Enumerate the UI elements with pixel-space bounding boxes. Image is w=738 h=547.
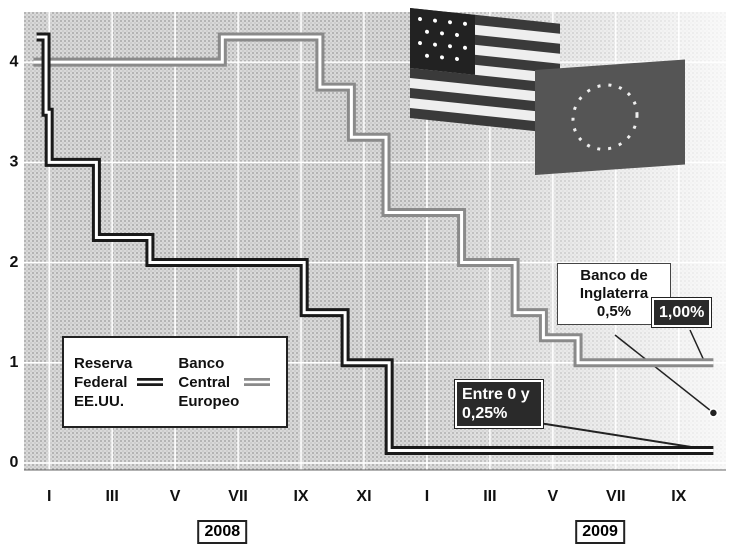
y-tick-label: 0	[10, 454, 19, 471]
y-tick-label: 4	[10, 53, 19, 70]
chart-page: 01234IIIIVVIIIXXIIIIIVVIIIX Reserva Fede…	[0, 0, 738, 547]
x-tick-label: VII	[228, 488, 248, 505]
year-label: 2008	[198, 520, 248, 544]
legend-label: Banco Central Europeo	[178, 354, 239, 411]
legend-item: Reserva Federal EE.UU.	[74, 344, 164, 420]
fed-final-label: Entre 0 y 0,25%	[455, 380, 543, 428]
x-tick-label: III	[105, 488, 118, 505]
legend: Reserva Federal EE.UU. Banco Central Euro…	[62, 336, 288, 428]
x-tick-label: III	[483, 488, 496, 505]
y-tick-label: 1	[10, 354, 19, 371]
y-tick-label: 2	[10, 254, 19, 271]
x-tick-label: XI	[356, 488, 371, 505]
boe-value-label: 0,5%	[564, 303, 664, 321]
x-tick-label: V	[548, 488, 559, 505]
x-tick-label: VII	[606, 488, 626, 505]
x-tick-label: V	[170, 488, 181, 505]
x-tick-label: I	[47, 488, 51, 505]
x-tick-label: IX	[293, 488, 308, 505]
legend-item: Banco Central Europeo	[178, 344, 271, 420]
legend-swatch	[243, 376, 271, 388]
point	[709, 409, 717, 417]
y-tick-label: 3	[10, 154, 19, 171]
boe-name: Banco de Inglaterra	[564, 267, 664, 303]
x-tick-label: I	[425, 488, 429, 505]
year-label: 2009	[575, 520, 625, 544]
legend-swatch	[136, 376, 164, 388]
ecb-final-label: 1,00%	[652, 298, 711, 327]
x-tick-label: IX	[671, 488, 686, 505]
legend-label: Reserva Federal EE.UU.	[74, 354, 132, 411]
